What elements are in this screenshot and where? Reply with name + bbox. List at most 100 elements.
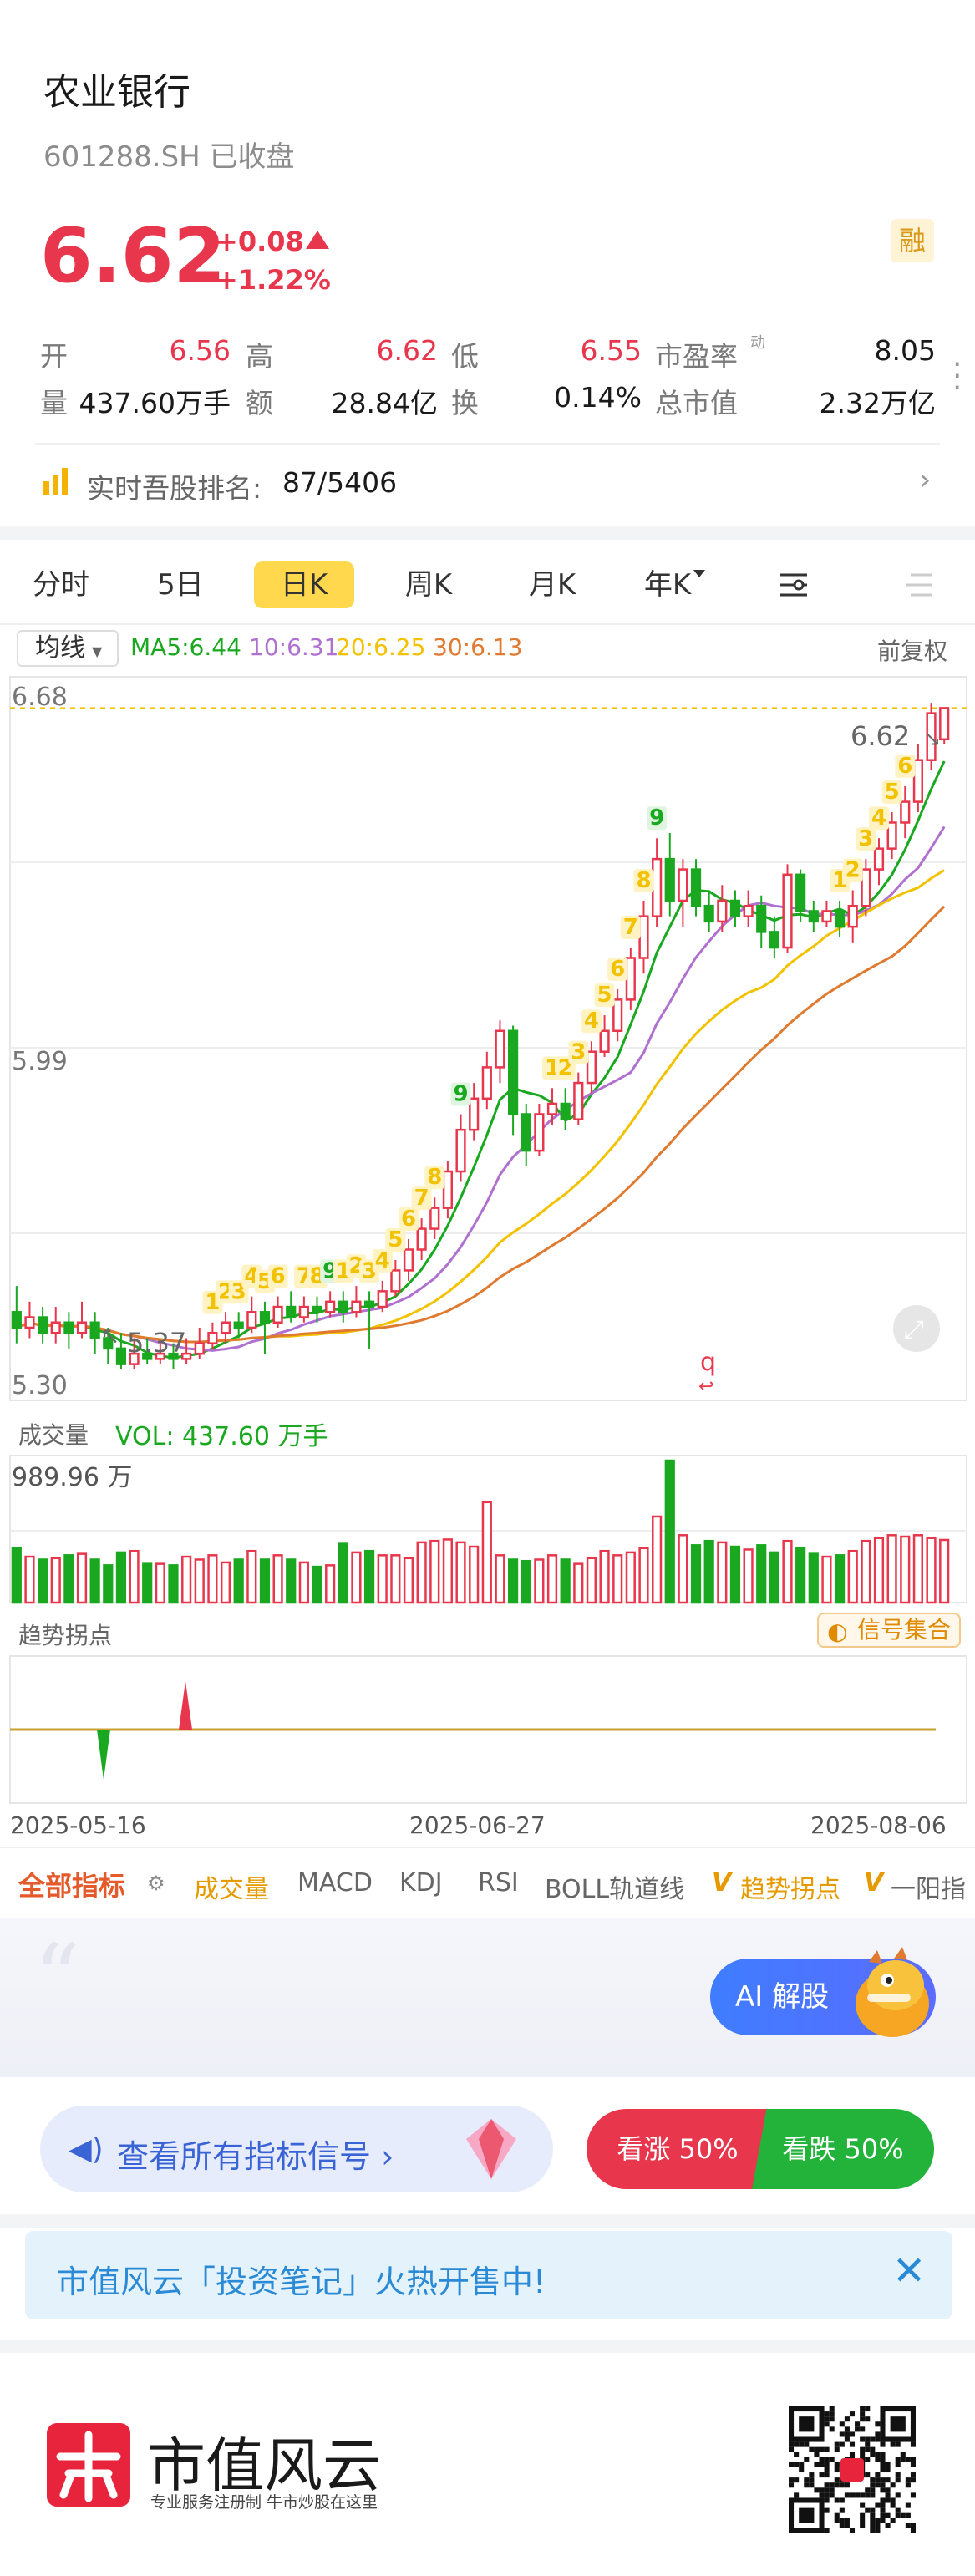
- promo-banner[interactable]: [25, 2231, 952, 2319]
- tab-weekly-k[interactable]: 周K: [404, 568, 453, 602]
- indicator-kdj[interactable]: KDJ: [399, 1868, 443, 1898]
- td-label-bg: [267, 1264, 288, 1288]
- close-icon[interactable]: ✕: [892, 2248, 927, 2294]
- candle: [847, 904, 858, 928]
- all-indicators-tab[interactable]: 全部指标: [18, 1870, 126, 1902]
- tab-yearly-k[interactable]: 年K: [643, 568, 692, 602]
- tab-monthly-k[interactable]: 月K: [528, 568, 576, 602]
- chevron-right-icon[interactable]: ›: [919, 463, 932, 497]
- vote-bear-button[interactable]: 看跌 50%: [752, 2109, 934, 2189]
- candle: [638, 915, 649, 959]
- td-label: 7: [414, 1186, 429, 1211]
- td-label: 3: [571, 1040, 586, 1065]
- candle: [115, 1347, 127, 1365]
- volume-chart[interactable]: 989.96 万: [0, 1454, 975, 1604]
- volume-bar: [142, 1562, 153, 1604]
- volume-bar: [886, 1534, 897, 1604]
- candle: [312, 1305, 322, 1313]
- candle: [612, 998, 623, 1033]
- volume-bar: [168, 1564, 179, 1604]
- volume-bar: [821, 1555, 832, 1604]
- trend-points-chart[interactable]: [0, 1654, 975, 1805]
- volume-bar: [939, 1538, 950, 1604]
- candle: [390, 1269, 401, 1293]
- stat-value-market-cap: 2.32万亿: [819, 387, 936, 419]
- fullscreen-button[interactable]: [893, 1305, 940, 1352]
- candle: [873, 847, 885, 871]
- volume-bar: [495, 1554, 505, 1604]
- candle: [795, 873, 806, 912]
- td-label: 4: [871, 805, 886, 831]
- stat-label-amount: 额: [246, 387, 273, 419]
- volume-bar: [286, 1558, 297, 1604]
- candle: [246, 1311, 257, 1329]
- td-label: 6: [897, 754, 912, 779]
- up-arrow-icon: [306, 231, 329, 249]
- event-marker[interactable]: q: [700, 1348, 716, 1377]
- brand-subtitle: 专业服务注册制 牛市炒股在这里: [150, 2493, 378, 2512]
- candle: [821, 910, 832, 923]
- volume-bar: [259, 1558, 271, 1604]
- candle: [939, 707, 950, 741]
- volume-bar: [377, 1554, 388, 1604]
- margin-badge[interactable]: 融: [891, 219, 934, 262]
- vip-badge-icon: V: [864, 1868, 884, 1898]
- volume-bar: [181, 1555, 192, 1604]
- tab-intraday[interactable]: 分时: [33, 568, 89, 602]
- chart-settings-icon[interactable]: [777, 568, 810, 602]
- candle: [664, 857, 675, 902]
- rank-bar[interactable]: [35, 443, 940, 526]
- candle: [298, 1305, 309, 1318]
- indicator-trend-points[interactable]: 趋势拐点: [740, 1875, 840, 1904]
- candle: [507, 1029, 519, 1115]
- indicator-rsi[interactable]: RSI: [478, 1868, 519, 1898]
- candle: [403, 1248, 414, 1272]
- volume-bar: [11, 1547, 22, 1604]
- volume-bar: [481, 1501, 492, 1604]
- date-label-mid: 2025-06-27: [409, 1811, 546, 1839]
- candle: [220, 1321, 231, 1334]
- stat-label-pe: 市盈率: [655, 340, 738, 373]
- candle: [416, 1227, 427, 1251]
- indicator-yiyangzhi[interactable]: 一阳指: [891, 1875, 966, 1904]
- indicator-macd[interactable]: MACD: [297, 1868, 373, 1898]
- more-vertical-icon[interactable]: · · ·: [952, 348, 962, 405]
- tab-5day[interactable]: 5日: [157, 568, 204, 602]
- td-label-bg: [385, 1227, 406, 1252]
- volume-bar: [246, 1549, 257, 1604]
- signal-collection-button[interactable]: ◐ 信号集合: [817, 1613, 962, 1648]
- rank-label: 实时吾股排名:: [87, 472, 262, 505]
- candle: [481, 1066, 492, 1100]
- ma-select-label: 均线: [35, 633, 85, 663]
- quote-icon: “: [33, 1924, 81, 2031]
- candle: [782, 873, 793, 949]
- tab-daily-k[interactable]: 日K: [254, 561, 354, 608]
- candle: [729, 899, 741, 917]
- td-label: 8: [636, 868, 651, 893]
- ma-type-select[interactable]: 均线 ▼: [17, 630, 119, 667]
- volume-bar: [690, 1544, 702, 1604]
- td-label: 9: [649, 805, 664, 831]
- volume-bar: [678, 1534, 688, 1604]
- td-label: 2: [846, 858, 861, 883]
- chart-grid: [9, 676, 967, 1401]
- td-label-bg: [581, 1009, 602, 1034]
- gear-icon[interactable]: ⚙: [147, 1872, 165, 1895]
- high-pointer-icon: ↘: [924, 727, 941, 750]
- candle: [286, 1305, 297, 1318]
- volume-bar: [521, 1559, 531, 1604]
- event-marker-arrow-icon: ↩: [698, 1376, 713, 1397]
- td-label-bg: [594, 983, 615, 1008]
- indicator-volume[interactable]: 成交量: [194, 1875, 269, 1904]
- price-adjust-toggle[interactable]: 前复权: [877, 638, 948, 665]
- candle: [625, 957, 636, 1001]
- all-signals-button[interactable]: [40, 2106, 553, 2192]
- price-change-pct: +1.22%: [216, 264, 331, 296]
- volume-bar: [560, 1558, 571, 1604]
- indicator-boll[interactable]: BOLL轨道线: [545, 1875, 685, 1904]
- dropdown-caret-icon[interactable]: [693, 570, 705, 577]
- vote-bull-button[interactable]: 看涨 50%: [587, 2109, 769, 2189]
- candle: [678, 868, 688, 902]
- landscape-toggle-icon[interactable]: [902, 568, 936, 602]
